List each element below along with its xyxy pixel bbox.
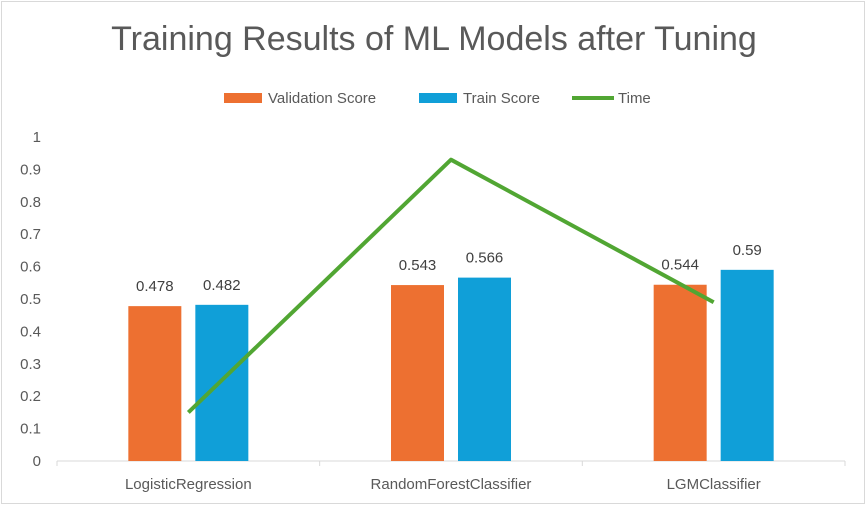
bar bbox=[391, 285, 444, 461]
legend-label-time: Time bbox=[618, 89, 651, 107]
legend-swatch-train-score bbox=[419, 93, 457, 103]
y-tick-label: 0.6 bbox=[20, 259, 41, 276]
legend-swatch-time bbox=[572, 96, 614, 100]
y-tick-label: 0.7 bbox=[20, 226, 41, 243]
legend-item-validation-score: Validation Score bbox=[224, 88, 376, 108]
y-tick-label: 0.5 bbox=[20, 291, 41, 308]
data-label: 0.566 bbox=[466, 250, 504, 267]
y-tick-label: 0.1 bbox=[20, 421, 41, 438]
data-label: 0.543 bbox=[399, 257, 437, 274]
legend-item-train-score: Train Score bbox=[419, 88, 540, 108]
y-tick-label: 0.4 bbox=[20, 323, 41, 340]
bar bbox=[653, 284, 707, 461]
legend-swatch-validation-score bbox=[224, 93, 262, 103]
y-tick-label: 0.9 bbox=[20, 161, 41, 178]
y-tick-label: 0.2 bbox=[20, 388, 41, 405]
chart-legend: Validation Score Train Score Time bbox=[0, 88, 868, 108]
data-label: 0.59 bbox=[733, 242, 762, 259]
data-label: 0.544 bbox=[661, 257, 699, 274]
legend-label-validation-score: Validation Score bbox=[268, 89, 377, 107]
x-tick-label: LGMClassifier bbox=[667, 476, 761, 493]
legend-item-time: Time bbox=[572, 88, 651, 108]
y-tick-label: 0.8 bbox=[20, 194, 41, 211]
y-tick-label: 0 bbox=[33, 453, 41, 470]
line-time bbox=[186, 157, 715, 414]
x-tick-label: LogisticRegression bbox=[125, 476, 252, 493]
bar bbox=[458, 277, 511, 461]
x-tick-label: RandomForestClassifier bbox=[371, 476, 532, 493]
y-tick-label: 0.3 bbox=[20, 356, 41, 373]
y-tick-label: 1 bbox=[33, 129, 41, 146]
data-label: 0.482 bbox=[203, 277, 241, 294]
legend-label-train-score: Train Score bbox=[463, 89, 540, 107]
bar bbox=[128, 306, 182, 461]
data-label: 0.478 bbox=[136, 278, 174, 295]
chart-title: Training Results of ML Models after Tuni… bbox=[111, 20, 757, 58]
bar bbox=[720, 269, 774, 461]
